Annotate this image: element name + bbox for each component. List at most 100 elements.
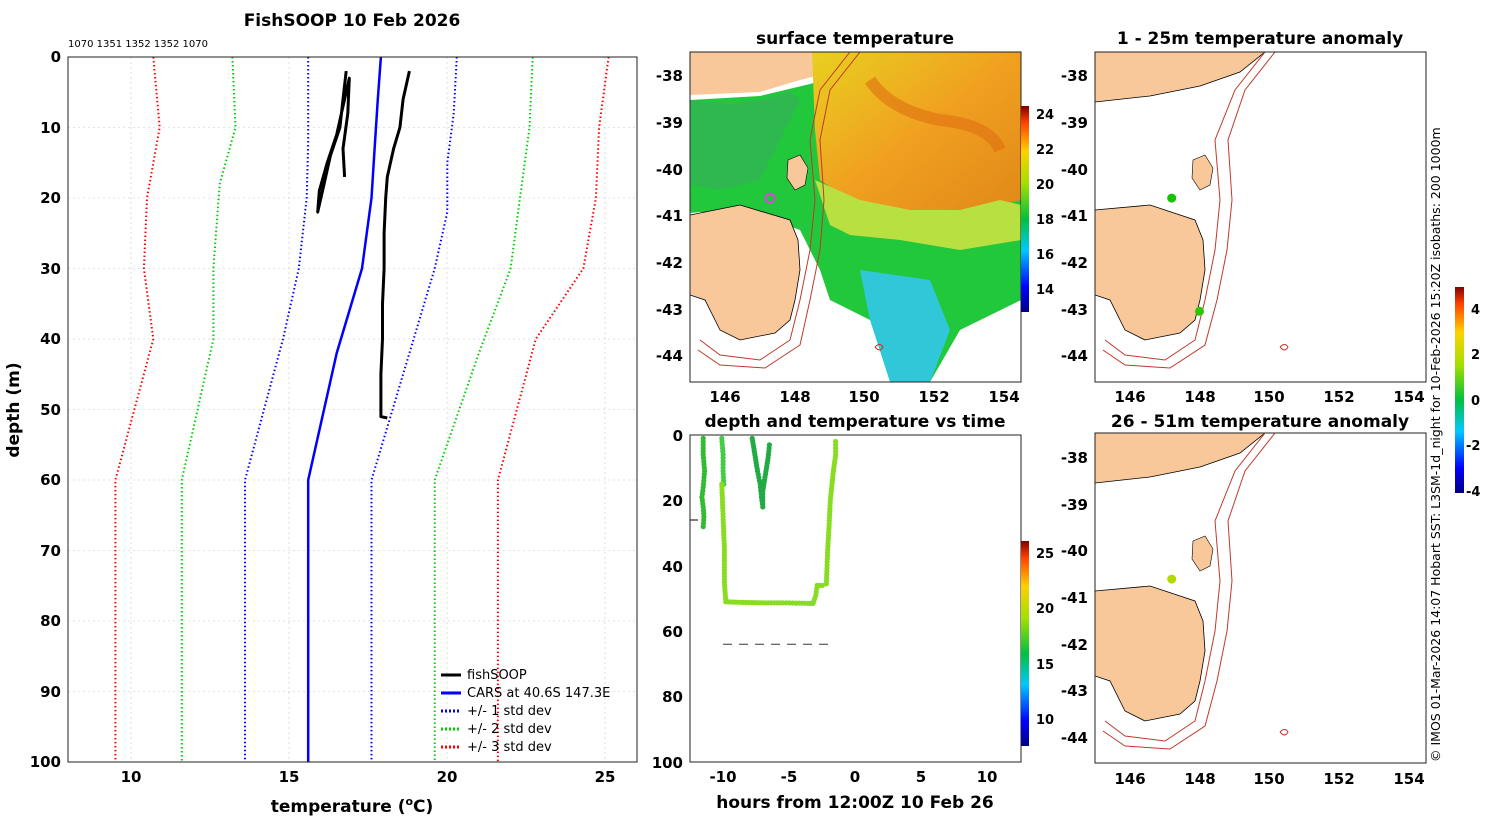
sst-ytick: -44	[656, 347, 683, 365]
anom-top-isobath-1000	[1102, 52, 1276, 369]
time-ytick: 100	[652, 754, 683, 772]
sst-isobath-200	[699, 52, 851, 361]
profile-title: FishSOOP 10 Feb 2026	[244, 11, 461, 31]
anom-bottom-panel: 26 - 51m temperature anomaly -38-39 -40-…	[1061, 287, 1480, 788]
legend-label-cars: CARS at 40.6S 147.3E	[467, 686, 610, 701]
anom-top-point	[1195, 306, 1204, 316]
sst-water-bass-strait	[690, 92, 800, 190]
time-point-2	[766, 442, 773, 448]
anom-bottom-ytick: -40	[1061, 542, 1088, 560]
time-panel: depth and temperature vs time 0 20 40 60 8…	[652, 412, 1054, 813]
sst-y-ticks: -38 -39 -40 -41 -42 -43 -44	[656, 67, 683, 365]
time-cbtick: 10	[1036, 713, 1054, 728]
anom-bottom-land-flinders	[1191, 535, 1214, 572]
anom-top-seamount	[1279, 344, 1289, 351]
anom-bottom-land-victoria	[1095, 433, 1266, 484]
anom-top-ytick: -44	[1061, 347, 1088, 365]
anom-bottom-xtick: 146	[1114, 770, 1145, 788]
sst-colorbar	[1021, 106, 1029, 312]
anom-top-land-flinders	[1191, 154, 1214, 191]
sst-title: surface temperature	[756, 29, 954, 49]
time-x-ticks: -10 -5 0 5 10	[709, 768, 997, 786]
anom-bottom-seamount	[1279, 729, 1289, 736]
sst-ytick: -41	[656, 207, 683, 225]
sst-eddy	[865, 76, 1006, 153]
sst-ytick: -42	[656, 254, 683, 272]
profile-series-2	[306, 56, 383, 762]
anom-bottom-ytick: -39	[1061, 496, 1088, 514]
time-cbtick: 25	[1036, 547, 1054, 562]
anom-top-title: 1 - 25m temperature anomaly	[1117, 29, 1403, 49]
time-ytick: 40	[662, 558, 683, 576]
profile-series-6	[433, 56, 534, 762]
anom-colorbar	[1455, 287, 1464, 493]
anom-bottom-points	[1167, 574, 1177, 584]
profile-grid	[68, 57, 637, 762]
profile-ytick: 100	[30, 753, 61, 771]
time-axes-box	[689, 434, 1022, 763]
profile-ytick: 90	[40, 683, 61, 701]
sst-cbtick: 14	[1036, 283, 1054, 298]
anom-bottom-xtick: 148	[1184, 770, 1215, 788]
anom-bottom-point	[1167, 574, 1177, 584]
profile-top-annotation: 1070 1351 1352 1352 1070	[68, 39, 208, 50]
anom-bottom-isobath-200	[1104, 433, 1266, 742]
time-xtick: 0	[850, 768, 860, 786]
anom-top-xtick: 150	[1253, 388, 1284, 406]
sst-land-flinders	[786, 154, 809, 191]
profile-panel: FishSOOP 10 Feb 2026 1070 1351 1352 1352…	[4, 11, 638, 817]
time-series	[699, 435, 839, 645]
profile-ytick: 50	[40, 401, 61, 419]
sst-xtick: 148	[779, 388, 810, 406]
sst-station-marker	[764, 192, 776, 204]
profile-series-8	[496, 56, 610, 762]
anom-top-ytick: -38	[1061, 67, 1088, 85]
sst-xtick: 152	[918, 388, 949, 406]
anom-top-x-ticks: 146 148 150 152 154	[1114, 388, 1424, 406]
profile-ytick: 0	[51, 48, 61, 66]
time-xtick: -5	[781, 768, 798, 786]
sst-cbtick: 16	[1036, 248, 1054, 263]
profile-ytick: 80	[40, 612, 61, 630]
sst-ytick: -38	[656, 67, 683, 85]
anom-bottom-axes-box	[1094, 432, 1427, 764]
profile-series-0	[316, 70, 351, 214]
anom-top-land-victoria	[1095, 52, 1266, 103]
profile-ytick: 30	[40, 260, 61, 278]
sst-xtick: 146	[709, 388, 740, 406]
sst-ytick: -43	[656, 301, 683, 319]
anom-bottom-xtick: 150	[1253, 770, 1284, 788]
profile-x-ticks: 10 15 20 25	[121, 768, 616, 786]
time-cbtick: 20	[1036, 602, 1054, 617]
profile-ytick: 10	[40, 119, 61, 137]
time-ytick: 80	[662, 688, 683, 706]
time-title: depth and temperature vs time	[705, 412, 1006, 432]
sst-water-warm	[812, 52, 1021, 215]
sst-land-tasmania	[690, 204, 801, 341]
anom-top-panel: 1 - 25m temperature anomaly -38 -39 -40 -4…	[1061, 29, 1427, 406]
sst-front	[815, 180, 1021, 250]
anom-top-xtick: 146	[1114, 388, 1145, 406]
anom-top-axes-box	[1094, 51, 1427, 383]
anom-bottom-y-ticks: -38 -39 -40 -41 -42 -43 -44	[1061, 449, 1088, 747]
anom-cbtick: -2	[1466, 439, 1480, 454]
sst-cbtick: 22	[1036, 143, 1054, 158]
sst-seamount	[874, 344, 884, 351]
anom-cbtick: 0	[1471, 394, 1480, 409]
anom-bottom-xtick: 154	[1393, 770, 1424, 788]
anom-top-land-tasmania	[1095, 204, 1206, 341]
sst-isobath-1000	[697, 52, 861, 369]
anom-top-isobath-200	[1104, 52, 1266, 361]
anom-top-xtick: 148	[1184, 388, 1215, 406]
time-ytick: 60	[662, 623, 683, 641]
time-xtick: 10	[977, 768, 998, 786]
sst-xtick: 150	[848, 388, 879, 406]
anom-top-ytick: -40	[1061, 161, 1088, 179]
anom-top-y-ticks: -38 -39 -40 -41 -42 -43 -44	[1061, 67, 1088, 365]
anom-bottom-land-tasmania	[1095, 585, 1206, 722]
profile-series-4	[370, 56, 458, 762]
side-caption: © IMOS 01-Mar-2026 14:07 Hobart SST: L3S…	[1428, 127, 1443, 762]
anom-bottom-title: 26 - 51m temperature anomaly	[1111, 412, 1409, 432]
time-xtick: -10	[709, 768, 736, 786]
profile-series-7	[114, 56, 161, 762]
